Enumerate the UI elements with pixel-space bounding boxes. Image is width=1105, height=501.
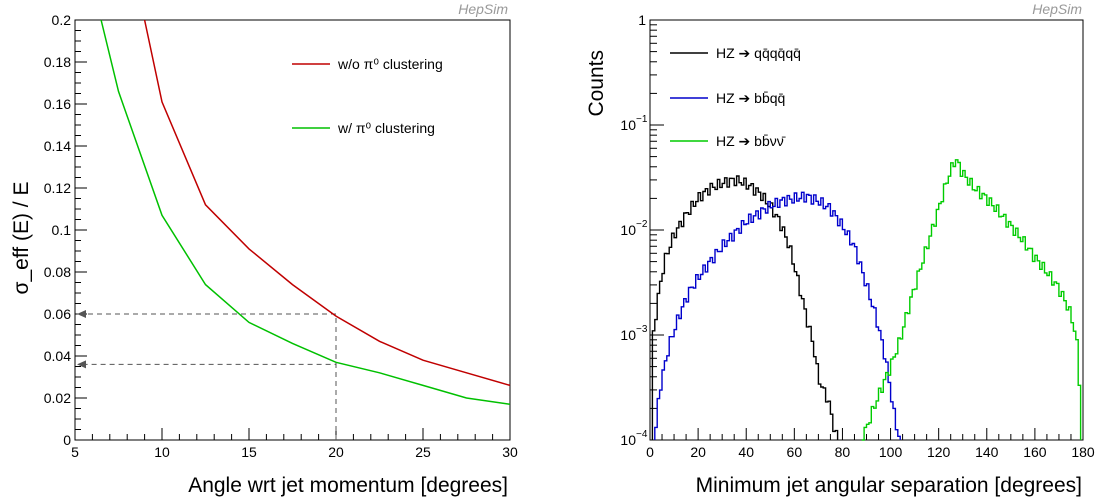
legend-label-qq: HZ ➔ qq̄qq̄qq̄ [716,45,801,61]
right-y-tick-label: 10 [620,222,636,238]
left-legend: w/o π⁰ clustering w/ π⁰ clustering [292,56,443,136]
left-y-tick-label: 0.12 [44,180,71,196]
left-series [100,19,511,406]
right-y-tick-label: 10 [620,327,636,343]
right-x-axis: 0 20 40 60 80 100 120 140 160 180 [646,428,1095,460]
guide-arrow-1 [77,360,86,369]
guide-arrow-0 [77,310,86,318]
guide-line-1 [81,363,337,440]
left-y-tick-label: 0.2 [52,12,72,28]
right-x-tick-label: 20 [690,444,706,460]
guide-line-0 [81,313,337,440]
right-y-tick-exponent: −2 [636,219,648,230]
right-x-tick-label: 180 [1071,444,1095,460]
left-y-tick-label: 0 [63,432,71,448]
left-y-tick-label: 0.06 [44,306,71,322]
left-x-tick-label: 20 [328,444,344,460]
left-x-tick-label: 15 [241,444,257,460]
legend-label-bbnunu: HZ ➔ bb̄νν̄ [716,133,786,149]
right-y-tick-label: 10 [620,432,636,448]
right-x-tick-label: 120 [927,444,951,460]
left-x-tick-label: 30 [502,444,518,460]
left-y-tick-label: 0.04 [44,348,71,364]
right-y-axis: 10 −410 −310 −210 −11 [620,12,664,448]
left-watermark: HepSim [458,1,508,17]
left-y-tick-label: 0.08 [44,264,71,280]
left-x-axis: 5 10 15 20 25 30 [71,428,518,460]
left-y-tick-label: 0.18 [44,54,71,70]
right-y-tick-exponent: −3 [636,324,648,335]
right-chart: HepSim 0 20 40 60 80 100 120 140 160 180 10−410−3… [585,1,1095,497]
right-watermark: HepSim [1032,1,1082,17]
left-x-tick-label: 10 [154,444,170,460]
right-series-2-histogram [861,159,1082,441]
left-x-tick-label: 25 [415,444,431,460]
right-series [651,159,1082,441]
right-series-0-histogram [651,175,839,440]
right-x-tick-label: 100 [879,444,903,460]
left-chart: HepSim 5 10 15 20 25 30 00.020.040.060.080.10… [10,1,518,497]
right-x-tick-label: 160 [1023,444,1047,460]
left-y-axis-label: σ_eff (E) / E [10,182,33,295]
left-y-axis: 0 0.02 0.04 0.06 0.08 0.1 0.12 0.14 0.16 0.18 0.2 [44,12,87,448]
right-y-tick-exponent: −4 [636,429,648,440]
right-series-1-histogram [654,191,901,440]
right-x-axis-label: Minimum jet angular separation [degrees] [696,474,1082,497]
left-series-1-line [100,19,511,406]
right-x-tick-label: 60 [787,444,803,460]
legend-label-bbqq: HZ ➔ bb̄qq̄ [716,90,785,106]
right-x-tick-label: 0 [646,444,654,460]
right-x-tick-label: 40 [738,444,754,460]
right-x-tick-label: 140 [975,444,999,460]
right-y-tick-label: 1 [638,12,646,28]
right-y-axis-label: Counts [585,50,608,117]
legend-label-wo-pi0: w/o π⁰ clustering [337,56,443,72]
left-y-tick-label: 0.1 [52,222,72,238]
left-y-tick-label: 0.14 [44,138,71,154]
left-y-tick-label: 0.16 [44,96,71,112]
right-y-tick-exponent: −1 [636,114,648,125]
left-x-tick-label: 5 [71,444,79,460]
legend-label-w-pi0: w/ π⁰ clustering [337,120,435,136]
left-plot-frame [74,19,511,441]
right-x-tick-label: 80 [835,444,851,460]
left-guides [77,310,337,440]
right-legend: HZ ➔ qq̄qq̄qq̄ HZ ➔ bb̄qq̄ HZ ➔ bb̄νν̄ [670,45,801,149]
left-series-0-line [143,19,511,387]
left-x-axis-label: Angle wrt jet momentum [degrees] [188,474,508,497]
left-y-tick-label: 0.02 [44,390,71,406]
right-y-tick-label: 10 [620,117,636,133]
